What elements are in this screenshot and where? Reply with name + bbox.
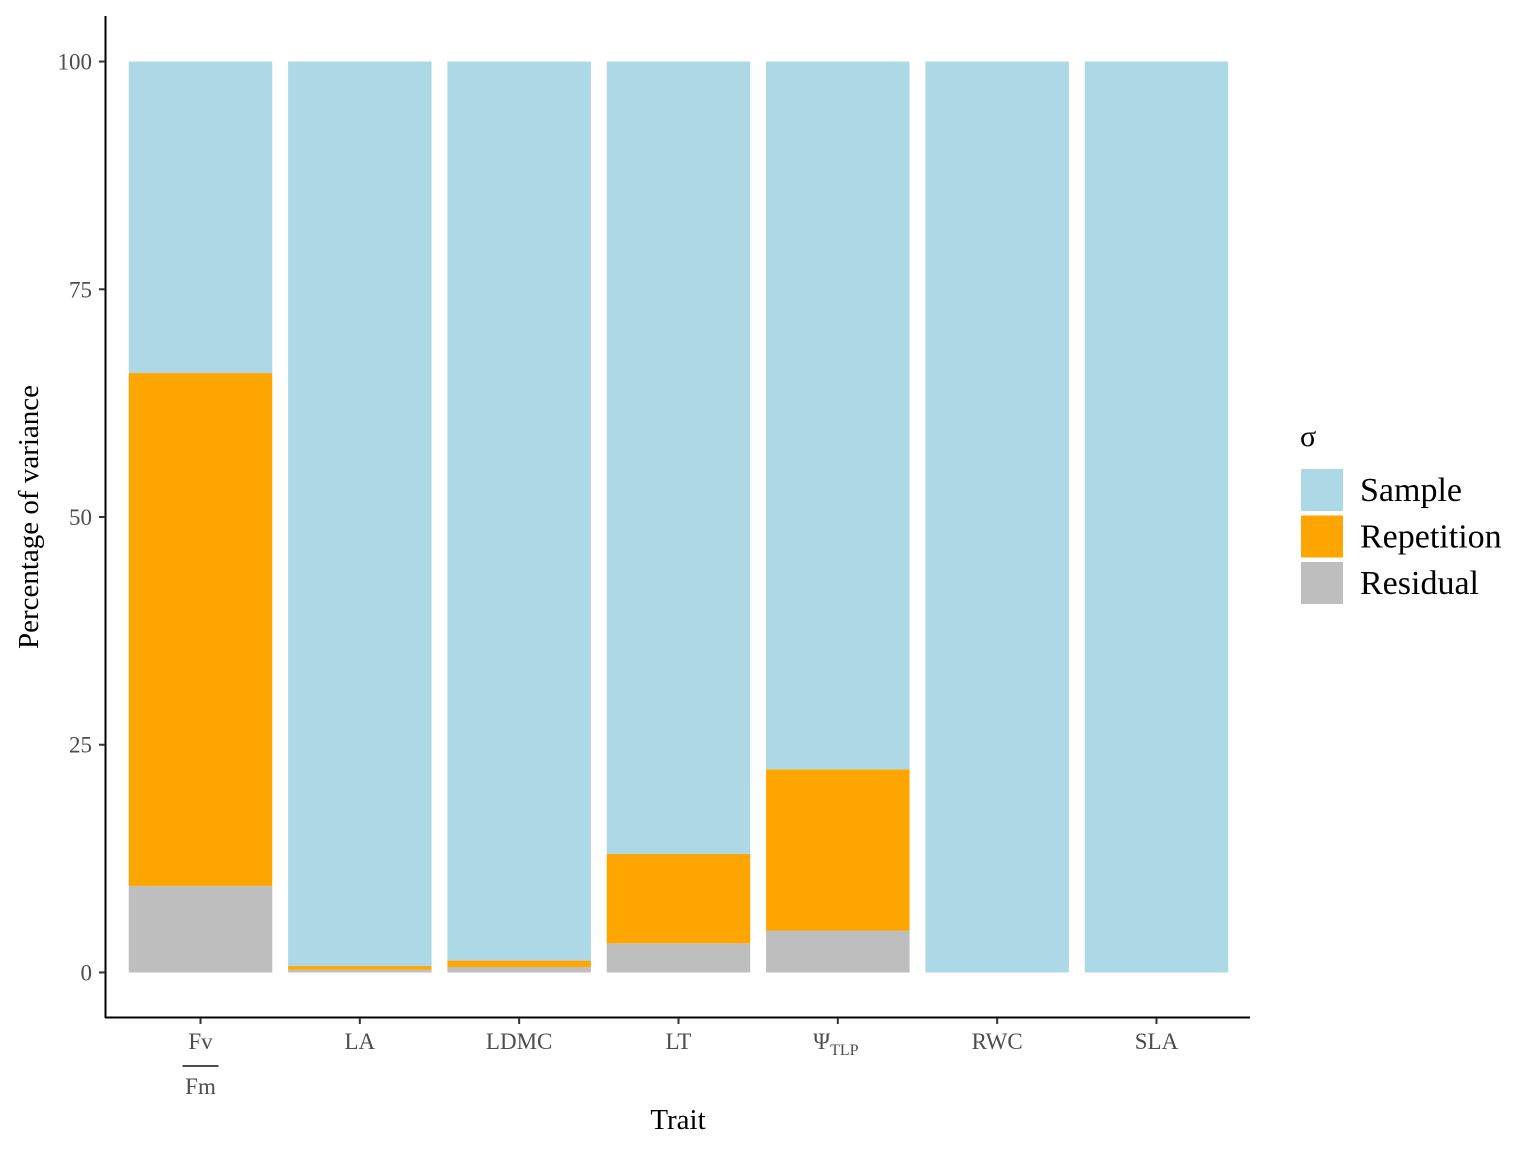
x-ticks: Fv Fm LA LDMC LT ΨTLP RWC SLA bbox=[182, 1018, 1179, 1099]
legend-swatch-residual bbox=[1301, 562, 1343, 604]
legend-label-sample: Sample bbox=[1360, 472, 1462, 509]
bar-LA-residual bbox=[288, 969, 432, 973]
bar-LDMC-repetition bbox=[447, 960, 591, 967]
y-tick-label: 100 bbox=[58, 50, 93, 75]
bar-LT-sample bbox=[606, 61, 751, 855]
legend-title: σ bbox=[1300, 420, 1316, 453]
x-tick-label: LT bbox=[665, 1029, 691, 1054]
bar-FvFm-residual bbox=[128, 885, 273, 973]
bar-FvFm-repetition bbox=[128, 373, 273, 886]
x-axis-title: Trait bbox=[650, 1104, 705, 1136]
legend-label-residual: Residual bbox=[1360, 565, 1479, 602]
bar-PsiTLP-sample bbox=[766, 61, 910, 770]
x-tick-label: LDMC bbox=[486, 1029, 552, 1054]
legend: σ Sample Repetition Residual bbox=[1300, 420, 1502, 604]
bar-PsiTLP-repetition bbox=[766, 769, 910, 931]
bar-LT-repetition bbox=[606, 854, 751, 944]
y-tick-label: 50 bbox=[69, 505, 92, 530]
y-tick-label: 75 bbox=[69, 277, 92, 302]
axes-layer bbox=[104, 16, 1250, 1019]
bar-PsiTLP-residual bbox=[766, 930, 910, 973]
bars-layer bbox=[128, 61, 1229, 973]
y-axis-title: Percentage of variance bbox=[13, 385, 45, 649]
bar-LA-sample bbox=[288, 61, 432, 967]
y-tick-label: 25 bbox=[69, 733, 92, 758]
bar-LT-residual bbox=[606, 943, 751, 973]
bar-LA-repetition bbox=[288, 966, 432, 970]
bar-RWC-sample bbox=[925, 61, 1069, 973]
x-tick-label: LA bbox=[344, 1029, 375, 1054]
x-tick-label-denominator: Fm bbox=[185, 1074, 216, 1099]
legend-swatch-sample bbox=[1301, 469, 1343, 511]
y-ticks: 0 25 50 75 100 bbox=[58, 50, 105, 985]
x-tick-label-numerator: Fv bbox=[188, 1029, 213, 1054]
x-tick-label: ΨTLP bbox=[813, 1029, 859, 1059]
bar-LDMC-residual bbox=[447, 966, 591, 973]
legend-label-repetition: Repetition bbox=[1360, 519, 1502, 556]
x-tick-label-main: Ψ bbox=[813, 1029, 830, 1054]
x-tick-label: RWC bbox=[972, 1029, 1023, 1054]
bar-FvFm-sample bbox=[128, 61, 273, 374]
x-tick-label: SLA bbox=[1135, 1029, 1179, 1054]
y-tick-label: 0 bbox=[81, 960, 93, 985]
bar-LDMC-sample bbox=[447, 61, 591, 961]
x-tick-label-subscript: TLP bbox=[830, 1042, 859, 1059]
bar-SLA-sample bbox=[1084, 61, 1229, 973]
legend-swatch-repetition bbox=[1301, 515, 1343, 558]
